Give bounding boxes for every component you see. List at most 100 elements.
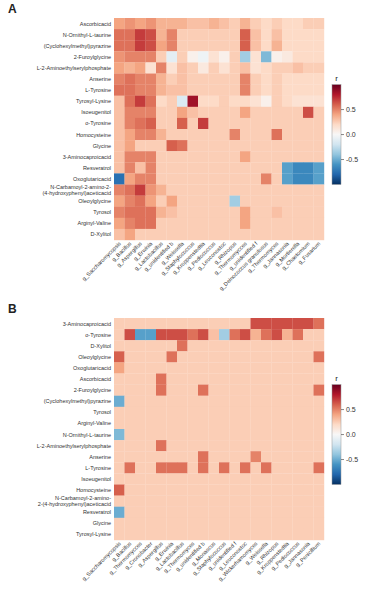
y-tick-label-line: D-Xylitol [91, 343, 111, 349]
heatmap-cell [188, 107, 199, 118]
colorbar-tick [341, 134, 344, 135]
heatmap-cell [209, 29, 220, 40]
heatmap-cell [230, 418, 241, 429]
heatmap-cell [114, 518, 125, 529]
colorbar-tick-label: -0.5 [346, 456, 358, 463]
heatmap-cell [188, 218, 199, 229]
heatmap-cell [177, 507, 188, 518]
heatmap-cell [146, 329, 157, 340]
heatmap-cell [135, 162, 146, 173]
heatmap-cell [230, 207, 241, 218]
y-tick-label-line: 2-(4-hydroxyphenyl)aceticacid [38, 501, 111, 507]
heatmap-cell [230, 496, 241, 507]
y-tick-label-line: Ascorbicacid [80, 21, 111, 27]
heatmap-cell [156, 340, 167, 351]
heatmap-cell [219, 118, 230, 129]
heatmap-cell [230, 140, 241, 151]
heatmap-cell [272, 85, 283, 96]
y-tick-label-line: Homocysteine [76, 132, 111, 138]
heatmap-cell [188, 418, 199, 429]
heatmap-cell [177, 151, 188, 162]
y-tick-label-line: 2-Furoylglycine [74, 54, 111, 60]
heatmap-cell [209, 107, 220, 118]
heatmap-cell [177, 518, 188, 529]
heatmap-cell [261, 473, 272, 484]
heatmap-cell [293, 485, 304, 496]
heatmap-cell [114, 51, 125, 62]
heatmap-cell [251, 18, 262, 29]
heatmap-cell [146, 96, 157, 107]
heatmap-cell [167, 440, 178, 451]
heatmap-cell [114, 351, 125, 362]
heatmap-cell [188, 229, 199, 240]
heatmap-cell [167, 385, 178, 396]
heatmap-cell [135, 218, 146, 229]
heatmap-cell [219, 140, 230, 151]
y-tick-label-line: L-Tyrosine [85, 465, 111, 471]
y-tick-label: L-2-Aminoethylserylphosphate [37, 443, 111, 449]
heatmap-cell [209, 529, 220, 540]
heatmap-cell [167, 229, 178, 240]
heatmap-cell [282, 385, 293, 396]
heatmap-cell [251, 485, 262, 496]
heatmap-cell [125, 329, 136, 340]
heatmap-cell [188, 385, 199, 396]
colorbar-tick-label: 0.0 [346, 431, 356, 438]
heatmap-cell [198, 51, 209, 62]
heatmap-cell [188, 462, 199, 473]
heatmap-cell [230, 129, 241, 140]
heatmap-cell [156, 118, 167, 129]
heatmap-cell [177, 385, 188, 396]
heatmap-cell [146, 518, 157, 529]
heatmap-cell [167, 40, 178, 51]
heatmap-cell [240, 385, 251, 396]
heatmap-cell [125, 496, 136, 507]
heatmap-cell [282, 96, 293, 107]
heatmap-cell [272, 329, 283, 340]
heatmap-cell [135, 62, 146, 73]
heatmap-cell [272, 51, 283, 62]
heatmap-cell [114, 485, 125, 496]
heatmap-cell [240, 207, 251, 218]
heatmap-cell [240, 129, 251, 140]
y-tick-label: Resveratrol [83, 509, 111, 515]
heatmap-cell [314, 351, 325, 362]
heatmap-cell [240, 318, 251, 329]
heatmap-cell [230, 196, 241, 207]
heatmap-cell [188, 529, 199, 540]
heatmap-cell [272, 340, 283, 351]
heatmap-cell [303, 418, 314, 429]
heatmap-cell [314, 51, 325, 62]
heatmap-cell [282, 351, 293, 362]
heatmap-cell [135, 496, 146, 507]
heatmap-cell [198, 507, 209, 518]
heatmap-cell [219, 462, 230, 473]
heatmap-cell [272, 151, 283, 162]
heatmap-cell [177, 96, 188, 107]
heatmap-cell [219, 396, 230, 407]
heatmap-cell [125, 385, 136, 396]
heatmap-cell [198, 96, 209, 107]
heatmap-cell [314, 185, 325, 196]
heatmap-cell [167, 374, 178, 385]
heatmap-cell [314, 107, 325, 118]
heatmap-cell [261, 429, 272, 440]
heatmap-cell [261, 85, 272, 96]
heatmap-cell [240, 51, 251, 62]
y-tick-label-line: Homocysteine [76, 487, 111, 493]
heatmap-cell [135, 229, 146, 240]
heatmap-cell [314, 173, 325, 184]
heatmap-cell [293, 218, 304, 229]
heatmap-cell [261, 129, 272, 140]
heatmap-cell [188, 185, 199, 196]
heatmap-cell [177, 162, 188, 173]
heatmap-cell [240, 85, 251, 96]
heatmap-cell [177, 74, 188, 85]
heatmap-cell [261, 173, 272, 184]
heatmap-cell [219, 340, 230, 351]
heatmap-cell [135, 340, 146, 351]
heatmap-cell [114, 151, 125, 162]
heatmap-cell [282, 196, 293, 207]
heatmap-cell [282, 173, 293, 184]
heatmap-cell [125, 85, 136, 96]
